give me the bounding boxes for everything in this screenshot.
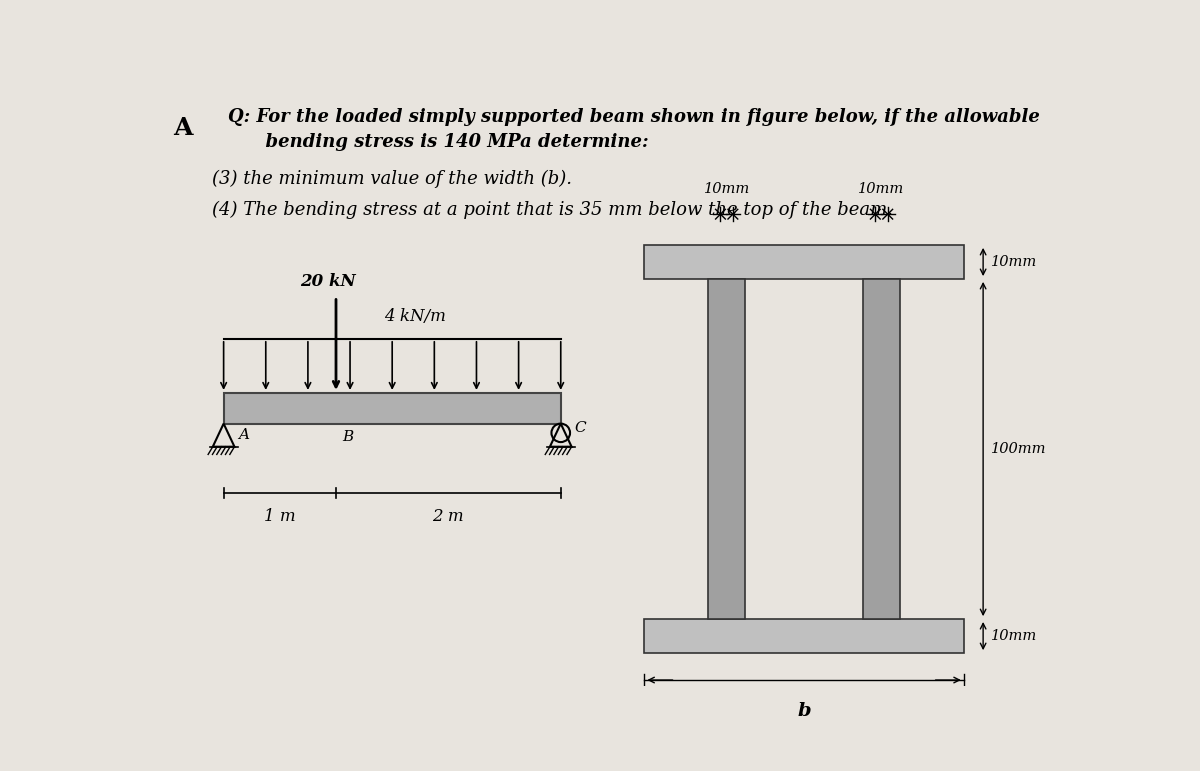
Text: 100mm: 100mm bbox=[991, 442, 1046, 456]
Text: (4) The bending stress at a point that is 35 mm below the top of the beam.: (4) The bending stress at a point that i… bbox=[212, 200, 893, 218]
Text: b: b bbox=[797, 702, 811, 719]
Text: 20 kN: 20 kN bbox=[300, 274, 356, 291]
Text: (3) the minimum value of the width (b).: (3) the minimum value of the width (b). bbox=[212, 170, 572, 188]
Text: 10mm: 10mm bbox=[703, 183, 750, 197]
Text: bending stress is 140 MPa determine:: bending stress is 140 MPa determine: bbox=[228, 133, 648, 150]
Bar bbox=[644, 619, 964, 653]
Text: 10mm: 10mm bbox=[858, 183, 905, 197]
Text: A: A bbox=[173, 116, 192, 140]
Text: 10mm: 10mm bbox=[991, 629, 1037, 643]
Text: A: A bbox=[239, 428, 250, 443]
Text: 10mm: 10mm bbox=[991, 255, 1037, 269]
Text: 4 kN/m: 4 kN/m bbox=[384, 308, 445, 325]
Text: C: C bbox=[574, 421, 586, 436]
Text: 1 m: 1 m bbox=[264, 508, 295, 525]
Text: 2 m: 2 m bbox=[432, 508, 464, 525]
Bar bbox=[223, 392, 560, 423]
Text: Q: For the loaded simply supported beam shown in figure below, if the allowable: Q: For the loaded simply supported beam … bbox=[228, 108, 1039, 126]
Bar bbox=[863, 279, 900, 619]
Bar bbox=[708, 279, 745, 619]
Bar bbox=[644, 245, 964, 279]
Text: B: B bbox=[342, 429, 354, 444]
